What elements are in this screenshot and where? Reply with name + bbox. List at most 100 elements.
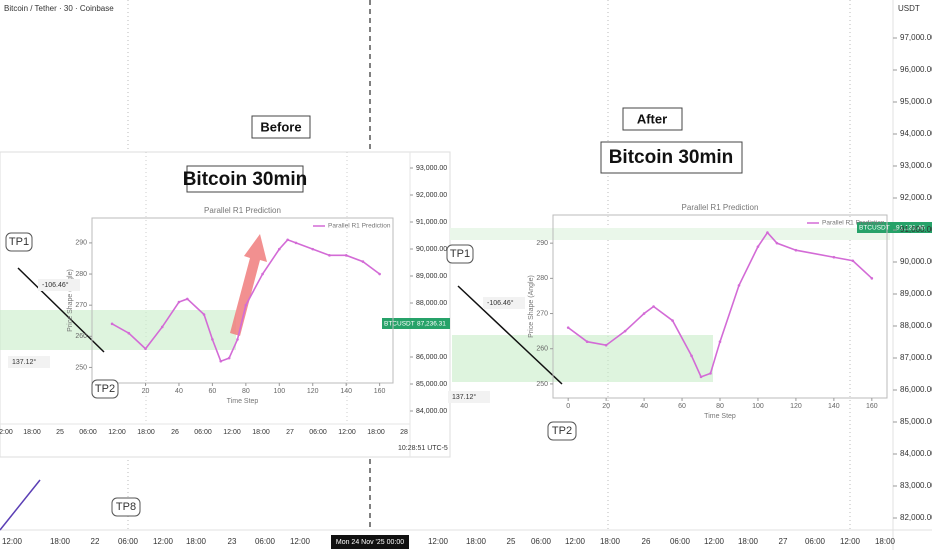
price-label: 97,000.00 <box>900 33 932 42</box>
prediction-point <box>211 338 214 341</box>
time-label: 18:00 <box>186 537 207 546</box>
price-label: 90,000.00 <box>900 257 932 266</box>
prediction-point <box>361 260 365 263</box>
angle-label: 137.12° <box>12 358 36 366</box>
time-label: 06:00 <box>309 429 327 436</box>
angle-label: -106.46° <box>42 281 69 289</box>
arrow <box>230 234 267 336</box>
prediction-point <box>642 312 646 315</box>
x-tick-label: 140 <box>828 403 840 410</box>
x-tick-label: 20 <box>142 388 150 395</box>
prediction-point <box>344 254 348 257</box>
x-tick-label: 40 <box>175 388 183 395</box>
x-axis-label: Time Step <box>704 413 736 420</box>
time-label: 12:00 <box>108 429 126 436</box>
prediction-point <box>671 319 674 322</box>
price-label: 91,000.00 <box>900 225 932 234</box>
price-label: 89,000.00 <box>900 289 932 298</box>
y-tick-label: 250 <box>536 381 548 388</box>
time-label: 18:00 <box>137 429 155 436</box>
cursor-box <box>331 535 409 549</box>
prediction-point <box>652 305 655 308</box>
price-label: 84,000.00 <box>900 449 932 458</box>
x-tick-label: 120 <box>790 403 802 410</box>
legend-label: Parallel R1 Prediction <box>822 220 885 227</box>
time-label: 18:00 <box>50 537 71 546</box>
callout <box>446 244 474 264</box>
label-box <box>622 107 683 131</box>
prediction-point <box>311 247 315 251</box>
x-tick-label: 80 <box>716 403 724 410</box>
prediction-point <box>737 284 741 287</box>
price-label: 89,000.00 <box>416 273 447 280</box>
price-label: 93,000.00 <box>416 165 447 172</box>
time-label: 06:00 <box>531 537 552 546</box>
price-label: 87,000.00 <box>900 353 932 362</box>
time-label: 12:00 <box>428 537 449 546</box>
x-tick-label: 100 <box>273 388 285 395</box>
price-tag-symbol: BTCUSDT <box>384 321 415 328</box>
angle-box <box>8 356 50 368</box>
prediction-point <box>202 313 206 316</box>
callout-text: TP1 <box>450 248 470 260</box>
price-label: 84,000.00 <box>416 408 447 415</box>
prediction-point <box>244 303 248 307</box>
prediction-point <box>261 272 264 276</box>
y-axis-label: Price Shape (Angle) <box>67 269 74 332</box>
prediction-point <box>709 372 712 375</box>
prediction-point <box>775 241 779 245</box>
callout <box>91 379 119 399</box>
time-label: 06:00 <box>118 537 139 546</box>
after-panel: Bitcoin 30min BTCUSDT 91,131.46 Parallel R… <box>450 141 932 420</box>
price-label: 88,000.00 <box>900 321 932 330</box>
y-tick-label: 260 <box>75 333 87 340</box>
time-label: 18:00 <box>23 429 41 436</box>
price-label: 90,000.00 <box>416 246 447 253</box>
panel-title: Bitcoin 30min <box>183 169 308 190</box>
price-label: 91,000.00 <box>416 219 447 226</box>
prediction-point <box>277 247 281 251</box>
time-label: 26 <box>171 429 179 436</box>
prediction-point <box>144 347 147 351</box>
price-tag-price: 87,236.31 <box>417 321 446 328</box>
time-label: 12:00 <box>223 429 241 436</box>
time-label: 12:00 <box>338 429 356 436</box>
chart-title: Parallel R1 Prediction <box>682 203 759 212</box>
price-label: 95,000.00 <box>900 97 932 106</box>
trend-line <box>0 479 41 531</box>
cursor-label: Mon 24 Nov '25 00:00 <box>336 539 404 546</box>
time-label: 06:00 <box>255 537 276 546</box>
panel-title: Bitcoin 30min <box>609 147 734 168</box>
prediction-point <box>566 326 570 329</box>
price-label: 96,000.00 <box>900 65 932 74</box>
currency: USDT <box>898 4 920 13</box>
prediction-point <box>718 340 722 343</box>
time-label: 12:00 <box>565 537 586 546</box>
x-tick-label: 40 <box>640 403 648 410</box>
price-label: 85,000.00 <box>900 417 932 426</box>
prediction-point <box>227 356 231 360</box>
prediction-point <box>604 343 608 347</box>
chart-title: Parallel R1 Prediction <box>204 206 281 215</box>
trend-line <box>17 267 105 353</box>
prediction-point <box>236 338 239 341</box>
price-tag-bg <box>857 222 932 233</box>
after-label: After <box>637 111 667 126</box>
callout <box>5 232 33 252</box>
prediction-point <box>756 245 760 248</box>
y-tick-label: 270 <box>75 302 87 309</box>
prediction-point <box>623 329 627 333</box>
time-label: 12:00 <box>840 537 861 546</box>
time-label: 25 <box>507 537 516 546</box>
angle-label: 137.12° <box>452 393 476 401</box>
price-label: 93,000.00 <box>900 161 932 170</box>
zone <box>452 335 713 382</box>
time-label: 06:00 <box>194 429 212 436</box>
price-tag-symbol: BTCUSDT <box>859 225 890 232</box>
time-label: 25 <box>56 429 64 436</box>
price-label: 92,000.00 <box>900 193 932 202</box>
prediction-point <box>110 322 114 326</box>
x-tick-label: 60 <box>678 403 686 410</box>
before-label: Before <box>260 119 301 134</box>
